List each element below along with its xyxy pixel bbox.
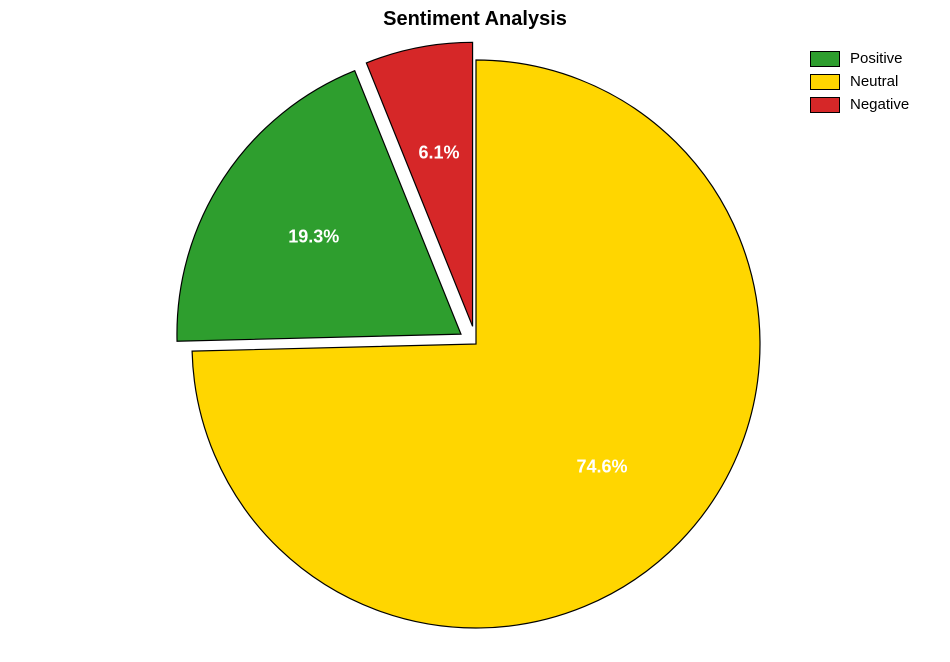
legend-label-positive: Positive [850, 50, 903, 67]
legend-item-negative: Negative [810, 93, 909, 116]
legend-item-neutral: Neutral [810, 70, 909, 93]
legend-swatch-positive [810, 51, 840, 67]
legend: Positive Neutral Negative [810, 47, 909, 116]
slice-label-positive: 19.3% [288, 227, 339, 248]
legend-swatch-negative [810, 97, 840, 113]
slice-label-neutral: 74.6% [577, 456, 628, 477]
sentiment-pie-chart: Sentiment Analysis 6.1%19.3%74.6% Positi… [0, 0, 950, 662]
slice-label-negative: 6.1% [419, 143, 460, 164]
pie-svg [0, 0, 950, 662]
legend-swatch-neutral [810, 74, 840, 90]
legend-label-negative: Negative [850, 96, 909, 113]
legend-item-positive: Positive [810, 47, 909, 70]
legend-label-neutral: Neutral [850, 73, 898, 90]
